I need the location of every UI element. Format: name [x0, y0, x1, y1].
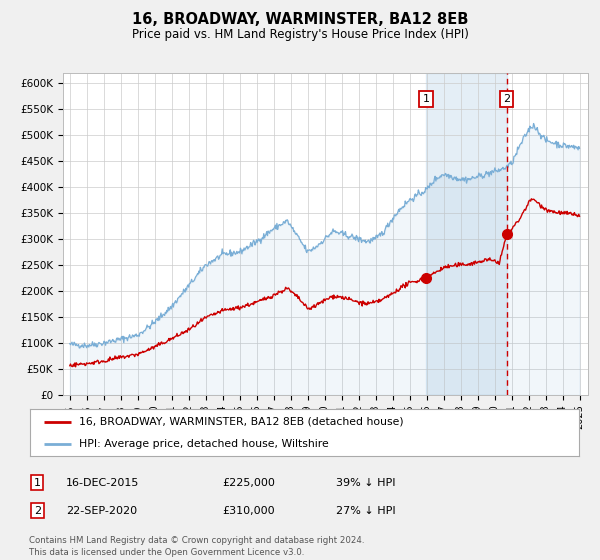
Text: This data is licensed under the Open Government Licence v3.0.: This data is licensed under the Open Gov… — [29, 548, 304, 557]
Text: 16-DEC-2015: 16-DEC-2015 — [66, 478, 139, 488]
Text: 2: 2 — [34, 506, 41, 516]
Text: 39% ↓ HPI: 39% ↓ HPI — [336, 478, 395, 488]
Text: 1: 1 — [34, 478, 41, 488]
Text: 2: 2 — [503, 94, 511, 104]
Text: 16, BROADWAY, WARMINSTER, BA12 8EB (detached house): 16, BROADWAY, WARMINSTER, BA12 8EB (deta… — [79, 417, 404, 427]
Text: 22-SEP-2020: 22-SEP-2020 — [66, 506, 137, 516]
Text: £310,000: £310,000 — [222, 506, 275, 516]
Text: Contains HM Land Registry data © Crown copyright and database right 2024.: Contains HM Land Registry data © Crown c… — [29, 536, 364, 545]
Text: HPI: Average price, detached house, Wiltshire: HPI: Average price, detached house, Wilt… — [79, 438, 329, 449]
Text: 27% ↓ HPI: 27% ↓ HPI — [336, 506, 395, 516]
Text: 16, BROADWAY, WARMINSTER, BA12 8EB: 16, BROADWAY, WARMINSTER, BA12 8EB — [132, 12, 468, 27]
Text: Price paid vs. HM Land Registry's House Price Index (HPI): Price paid vs. HM Land Registry's House … — [131, 28, 469, 41]
Text: 1: 1 — [422, 94, 430, 104]
Bar — [426, 73, 507, 395]
Text: £225,000: £225,000 — [222, 478, 275, 488]
